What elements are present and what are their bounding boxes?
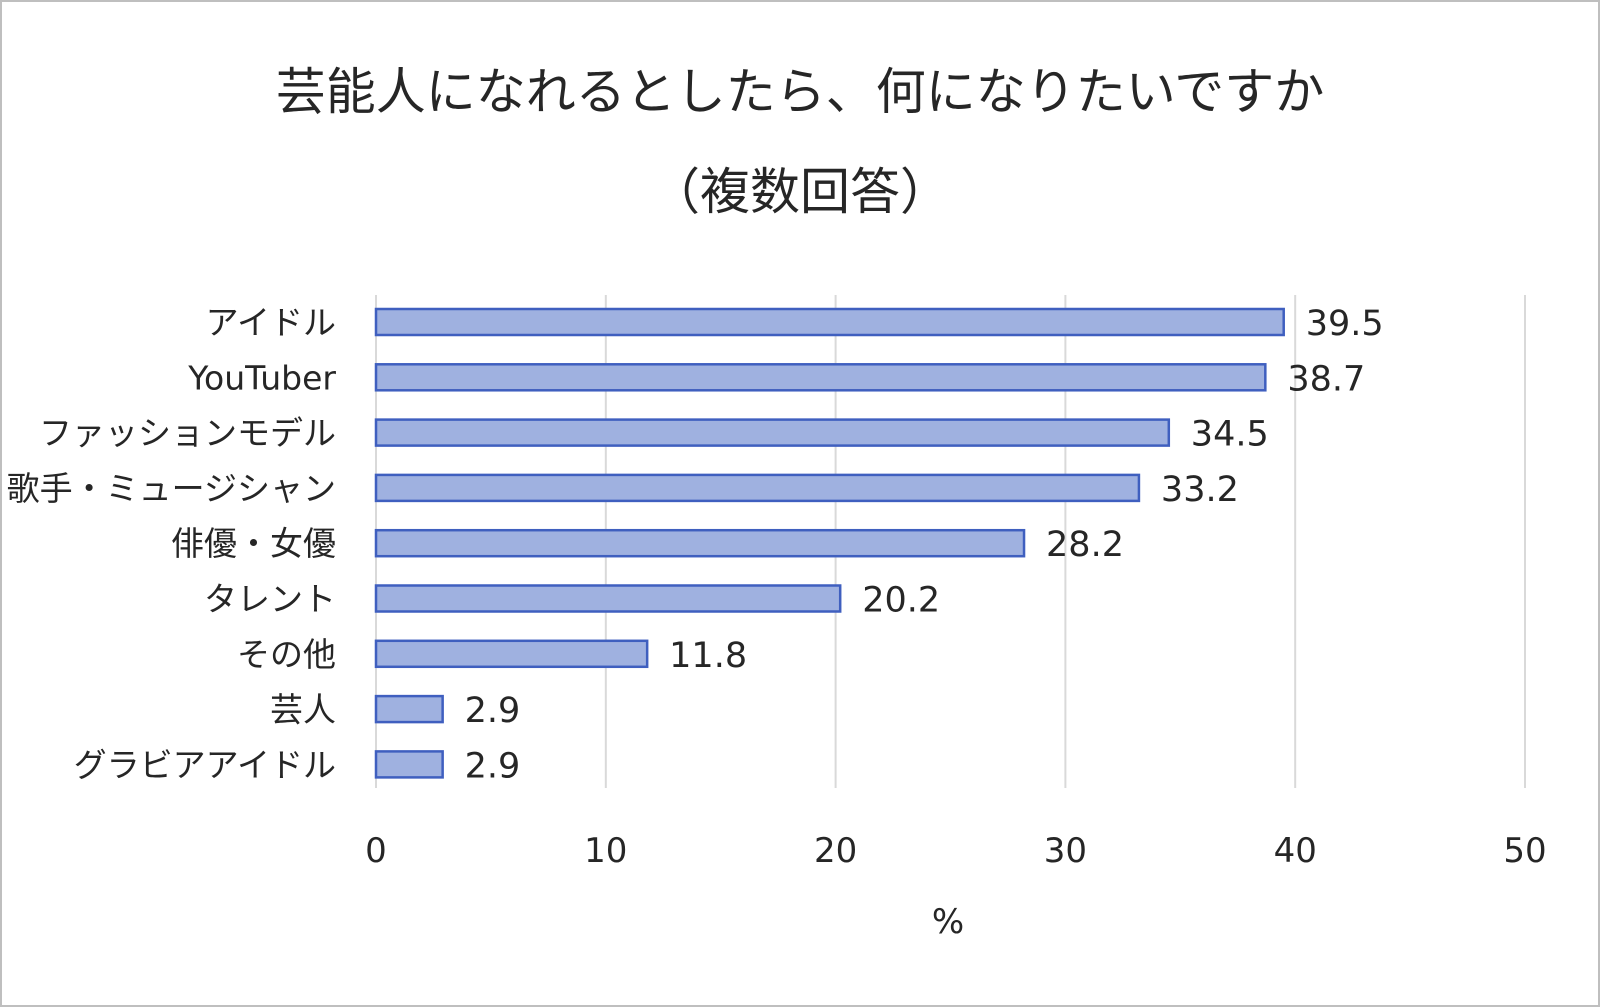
category-label-4: 俳優・女優: [171, 524, 336, 563]
value-label-4: 28.2: [1046, 525, 1124, 565]
value-label-8: 2.9: [465, 746, 521, 786]
bar-5: [374, 584, 842, 613]
category-label-3: 歌手・ミュージシャン: [7, 469, 336, 508]
value-label-6: 11.8: [669, 636, 747, 676]
chart-subtitle: （複数回答）: [650, 163, 950, 221]
x-tick-labels: 0 10 20 30 40 50: [365, 831, 1546, 871]
x-tick-label-0: 0: [365, 831, 387, 871]
x-axis-title: %: [932, 902, 964, 942]
chart-title: 芸能人になれるとしたら、何になりたいですか: [275, 63, 1325, 121]
category-label-5: タレント: [204, 580, 336, 619]
value-label-3: 33.2: [1161, 470, 1239, 510]
bar-0: [374, 307, 1285, 337]
value-labels: 39.5 38.7 34.5 33.2 28.2 20.2 11.8 2.9 2.9: [465, 304, 1384, 786]
value-label-0: 39.5: [1306, 304, 1384, 344]
category-label-6: その他: [237, 635, 336, 674]
x-tick-label-20: 20: [814, 831, 857, 871]
category-labels: アイドル YouTuber ファッションモデル歌手・ミュージシャン俳優・女優タレント…: [7, 303, 337, 784]
x-tick-label-10: 10: [584, 831, 627, 871]
category-label-0: アイドル: [206, 303, 336, 342]
x-tick-label-40: 40: [1274, 831, 1317, 871]
value-label-5: 20.2: [862, 581, 940, 621]
bar-6: [374, 639, 649, 669]
x-tick-label-50: 50: [1503, 831, 1546, 871]
bar-7: [374, 694, 444, 724]
category-label-2: ファッションモデル: [39, 414, 336, 453]
bar-8: [374, 750, 444, 779]
category-label-1: YouTuber: [187, 358, 336, 397]
value-label-2: 34.5: [1191, 415, 1269, 455]
bar-4: [374, 528, 1026, 558]
bar-2: [374, 418, 1171, 447]
bars: [374, 307, 1285, 779]
value-label-1: 38.7: [1287, 359, 1365, 399]
category-label-8: グラビアアイドル: [74, 745, 336, 784]
category-label-7: 芸人: [270, 690, 336, 729]
bar-3: [374, 473, 1141, 503]
value-label-7: 2.9: [465, 691, 521, 731]
x-tick-label-30: 30: [1044, 831, 1087, 871]
bar-1: [374, 363, 1267, 392]
